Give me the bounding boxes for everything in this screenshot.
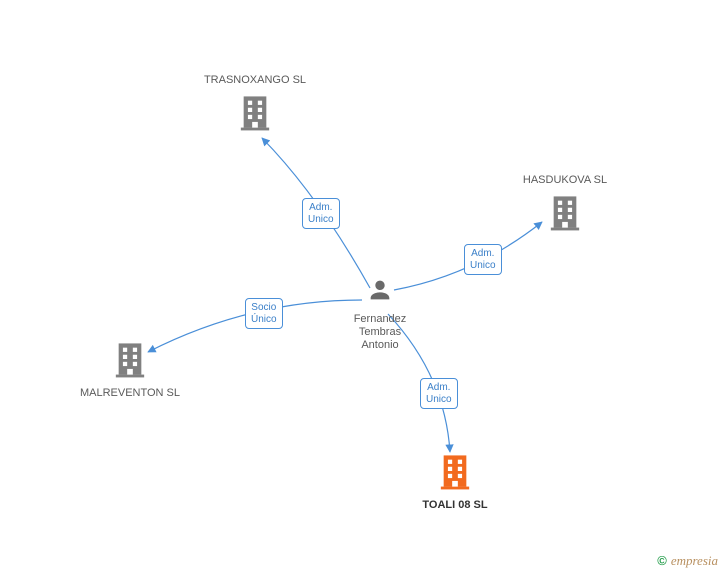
copyright-symbol: © xyxy=(657,553,667,568)
edge-label-trasnoxango: Adm. Unico xyxy=(302,198,340,229)
building-icon xyxy=(113,365,147,382)
node-toali-label: TOALI 08 SL xyxy=(400,499,510,512)
watermark: © empresia xyxy=(657,553,718,569)
center-node[interactable]: Fernandez Tembras Antonio xyxy=(360,276,400,353)
node-toali[interactable]: TOALI 08 SL xyxy=(400,452,510,512)
node-hasdukova[interactable]: HASDUKOVA SL xyxy=(510,170,620,236)
building-icon xyxy=(438,477,472,494)
node-malreventon[interactable]: MALREVENTON SL xyxy=(70,340,190,400)
edge-label-toali: Adm. Unico xyxy=(420,378,458,409)
person-icon xyxy=(366,291,394,308)
node-hasdukova-label: HASDUKOVA SL xyxy=(510,174,620,187)
building-icon xyxy=(238,118,272,135)
brand-name: empresia xyxy=(671,553,718,568)
building-icon xyxy=(548,218,582,235)
edge-label-malreventon: Socio Único xyxy=(245,298,283,329)
edge-label-hasdukova: Adm. Unico xyxy=(464,244,502,275)
center-label: Fernandez Tembras Antonio xyxy=(340,313,420,353)
node-malreventon-label: MALREVENTON SL xyxy=(70,387,190,400)
node-trasnoxango[interactable]: TRASNOXANGO SL xyxy=(200,70,310,136)
node-trasnoxango-label: TRASNOXANGO SL xyxy=(200,74,310,87)
